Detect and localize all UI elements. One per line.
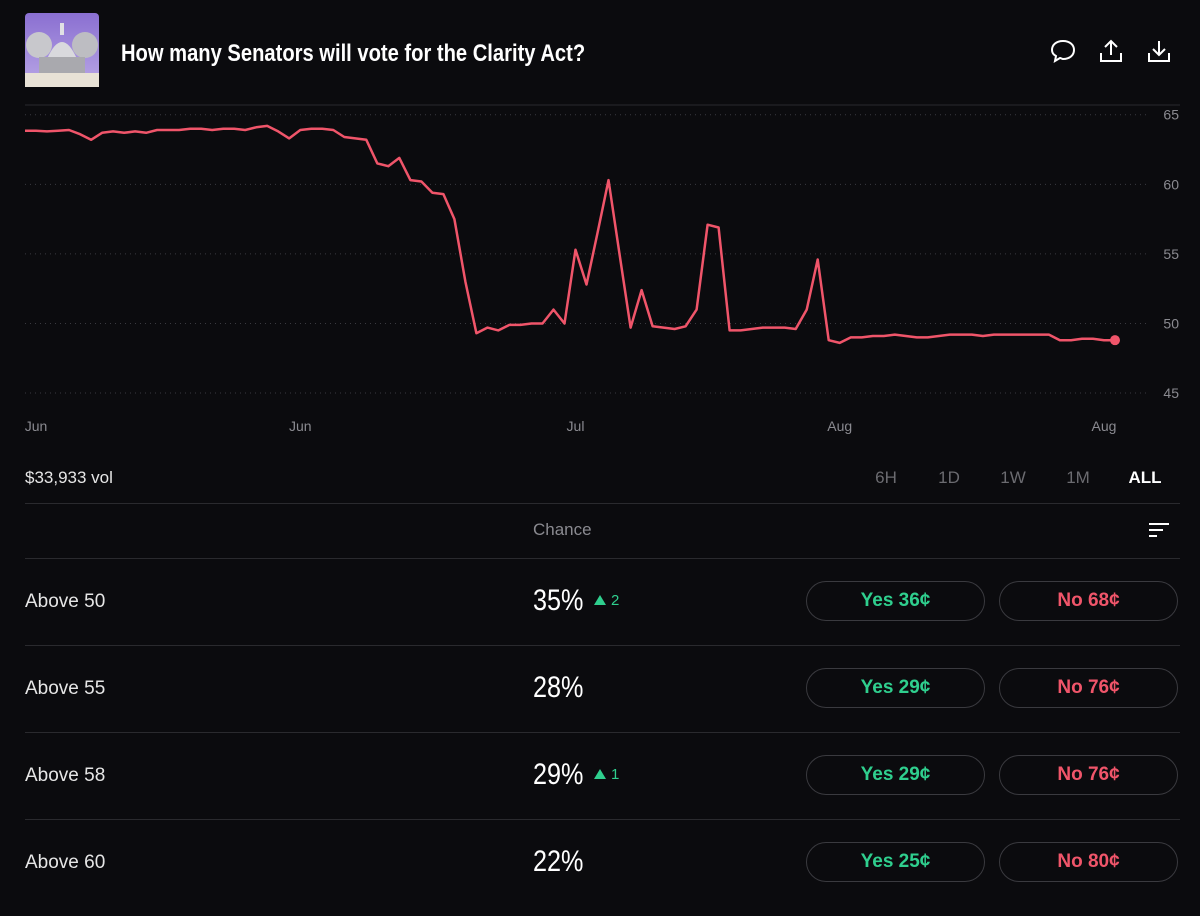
divider	[25, 503, 1180, 504]
range-tab[interactable]: 6H	[875, 468, 897, 487]
price-line	[25, 124, 1115, 345]
buy-no-button[interactable]: No 76¢	[999, 754, 1178, 795]
up-arrow	[594, 769, 606, 779]
range-tab[interactable]: 1D	[938, 468, 960, 487]
chance-change: 1	[594, 766, 619, 783]
x-tick-label: Jul	[567, 418, 585, 434]
y-tick-label: 50	[1163, 315, 1179, 331]
buy-yes-button[interactable]: Yes 29¢	[806, 754, 985, 795]
market-thumbnail	[25, 13, 99, 87]
outcome-label: Above 60	[25, 851, 106, 873]
x-tick-label: Aug	[827, 418, 852, 434]
volume: $33,933 vol	[25, 468, 113, 487]
change-value: 1	[611, 765, 620, 783]
share-icon[interactable]	[1098, 38, 1124, 64]
buy-no-button[interactable]: No 68¢	[999, 580, 1178, 621]
y-tick-label: 55	[1163, 246, 1179, 262]
range-tab[interactable]: 1M	[1066, 468, 1090, 487]
divider	[25, 558, 1180, 559]
chance-value: 29%	[533, 757, 584, 791]
buy-yes-button[interactable]: Yes 25¢	[806, 841, 985, 882]
chance-value: 22%	[533, 844, 584, 878]
chance-value: 35%	[533, 583, 584, 617]
up-arrow-icon	[594, 769, 606, 779]
y-tick-label: 45	[1163, 385, 1179, 401]
chance-change: 2	[594, 592, 619, 609]
divider	[25, 819, 1180, 820]
outcome-label: Above 50	[25, 590, 106, 612]
chance-value: 28%	[533, 670, 584, 704]
column-header: Chance	[533, 520, 592, 539]
y-tick-label: 65	[1163, 107, 1179, 123]
x-tick-label: Jun	[25, 418, 48, 434]
change-value: 2	[611, 591, 620, 609]
up-arrow	[594, 595, 606, 605]
x-tick-label: Jun	[289, 418, 312, 434]
range-tab[interactable]: 1W	[1000, 468, 1026, 487]
outcome-label: Above 55	[25, 677, 106, 699]
comment-icon[interactable]	[1050, 38, 1076, 64]
buy-yes-button[interactable]: Yes 29¢	[806, 667, 985, 708]
buy-yes-button[interactable]: Yes 36¢	[806, 580, 985, 621]
sort-icon[interactable]	[1147, 521, 1171, 539]
up-arrow-icon	[594, 595, 606, 605]
outcome-label: Above 58	[25, 764, 106, 786]
buy-no-button[interactable]: No 76¢	[999, 667, 1178, 708]
market-title: How many Senators will vote for the Clar…	[121, 40, 586, 67]
range-tab[interactable]: ALL	[1128, 468, 1162, 487]
y-tick-label: 60	[1163, 176, 1179, 192]
buy-no-button[interactable]: No 80¢	[999, 841, 1178, 882]
x-tick-label: Aug	[1092, 418, 1117, 434]
divider	[25, 645, 1180, 646]
download-icon[interactable]	[1146, 38, 1172, 64]
divider	[25, 732, 1180, 733]
last-point	[1110, 335, 1120, 346]
price-chart: 45 50 55 60 65 Jun Jun Jul Aug Aug	[25, 104, 1180, 434]
